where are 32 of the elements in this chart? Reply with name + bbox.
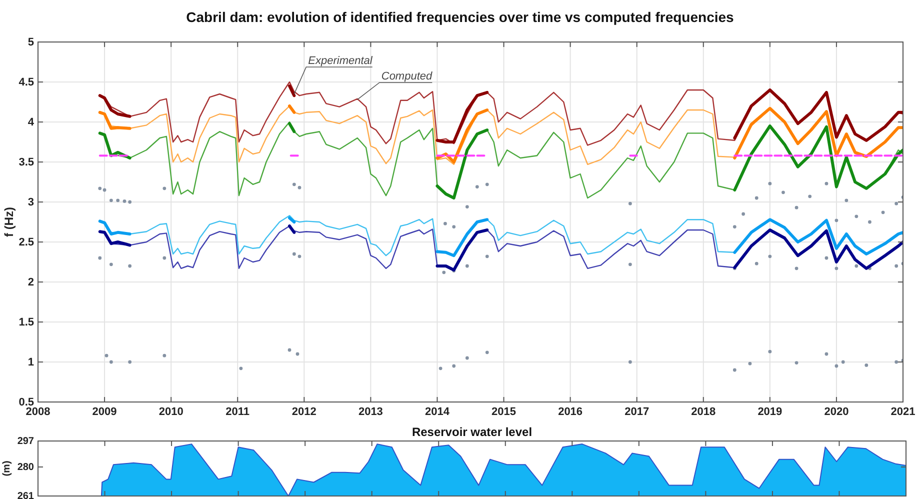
y-tick-label: 5 xyxy=(28,36,34,49)
y-tick-label: 4 xyxy=(28,116,35,129)
x-tick-label: 2018 xyxy=(691,406,716,418)
x-tick-label: 2013 xyxy=(358,406,383,418)
x-tick-label: 2016 xyxy=(558,406,583,418)
x-tick-label: 2012 xyxy=(292,406,316,418)
x-tick-label: 2008 xyxy=(26,406,50,418)
x-tick-label: 2015 xyxy=(492,406,516,418)
x-tick-label: 2017 xyxy=(624,406,650,418)
y-tick-label: 1.5 xyxy=(18,316,34,329)
y-axis-title: f (Hz) xyxy=(2,207,16,237)
x-tick-label: 2021 xyxy=(890,406,916,418)
y-tick-label: 3 xyxy=(28,196,34,209)
x-tick-label: 2011 xyxy=(226,406,250,418)
y-tick-label: 4.5 xyxy=(18,76,34,89)
x-tick-label: 2009 xyxy=(92,406,117,418)
y-axis-title: (m) xyxy=(2,460,13,476)
chart-title: Reservoir water level xyxy=(412,425,532,439)
y-tick-label: 261 xyxy=(17,491,34,499)
annotation: Experimental xyxy=(308,55,373,67)
x-tick-label: 2010 xyxy=(158,406,184,418)
x-tick-label: 2020 xyxy=(824,406,849,418)
y-tick-label: 2.5 xyxy=(18,236,34,249)
y-tick-label: 3.5 xyxy=(18,156,34,169)
y-tick-label: 297 xyxy=(17,436,34,448)
y-tick-label: 2 xyxy=(28,276,34,289)
y-tick-label: 280 xyxy=(17,462,34,474)
x-tick-label: 2014 xyxy=(424,406,450,418)
annotation: Computed xyxy=(381,70,434,83)
y-tick-label: 1 xyxy=(28,356,34,369)
x-tick-label: 2019 xyxy=(758,406,782,418)
chart-title: Cabril dam: evolution of identified frequencies over time vs computed frequencies xyxy=(186,9,734,25)
